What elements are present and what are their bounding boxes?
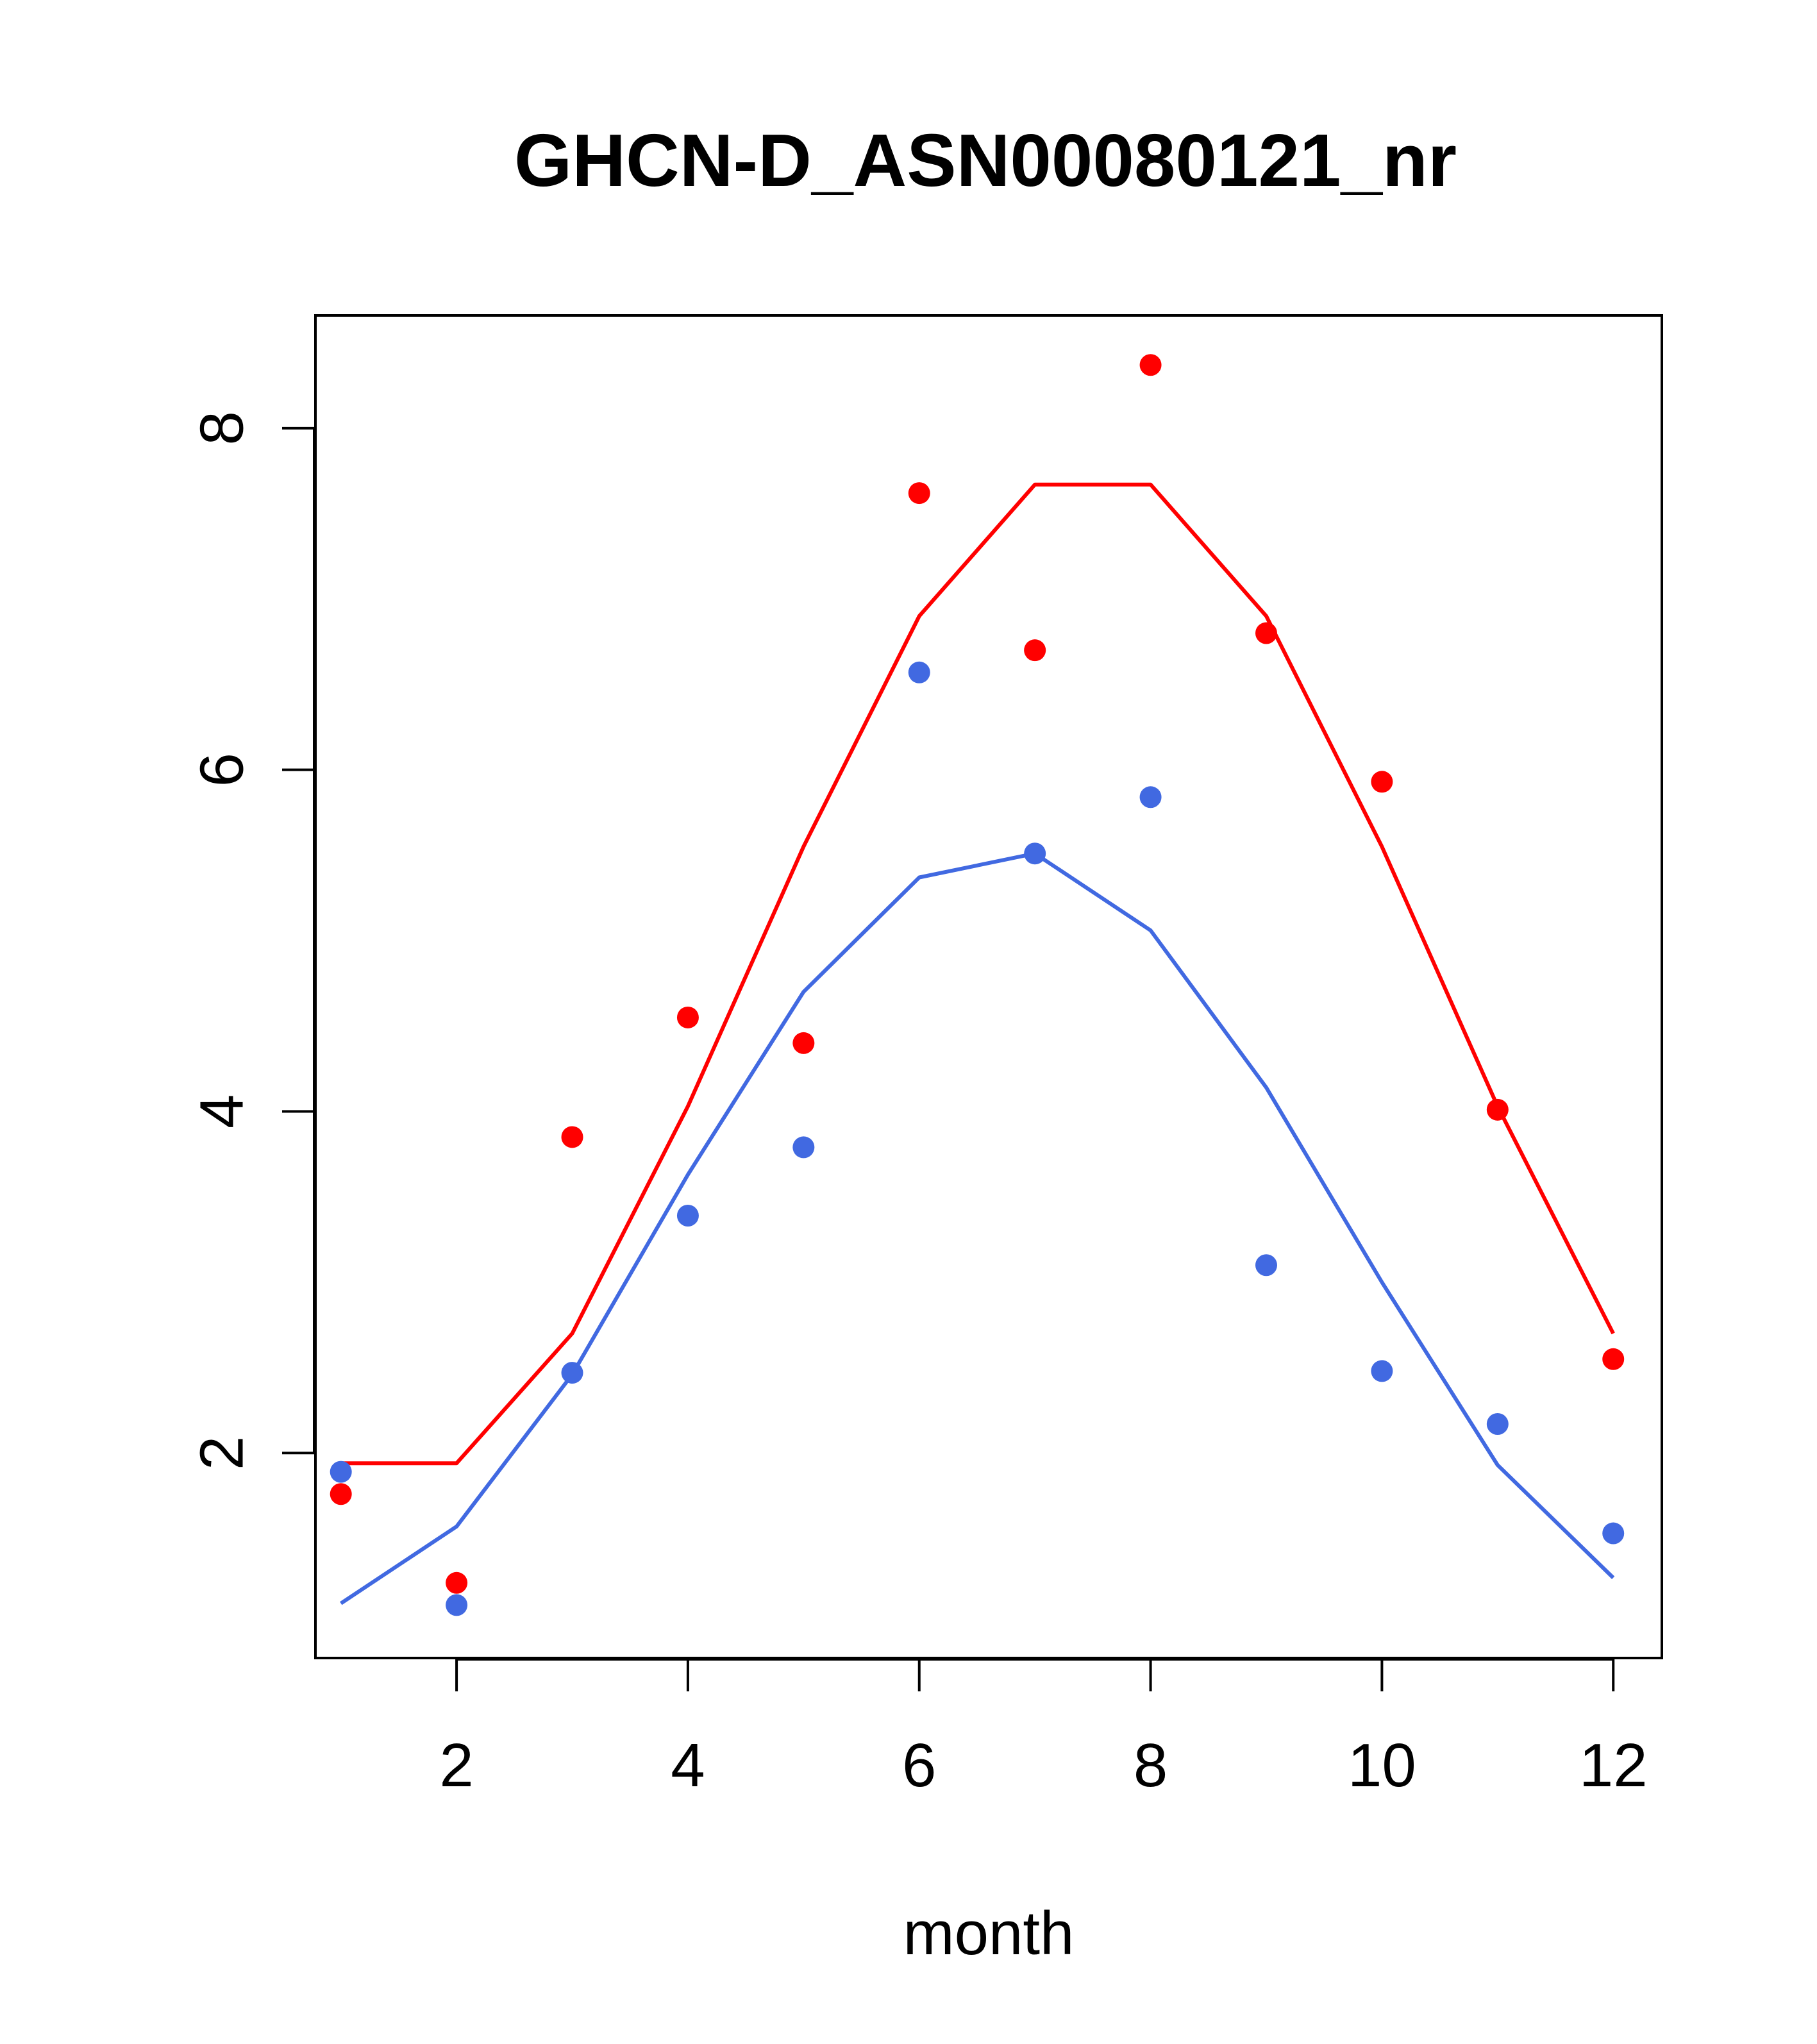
series-1-point (561, 1126, 583, 1148)
series-1-point (1024, 639, 1046, 662)
y-tick-label: 2 (188, 1436, 256, 1470)
series-2-point (1139, 786, 1162, 808)
x-tick-label: 6 (902, 1731, 936, 1800)
x-tick-label: 8 (1134, 1731, 1168, 1800)
series-2-point (1486, 1413, 1509, 1436)
x-tick-label: 4 (671, 1731, 705, 1800)
series-1-point (1486, 1098, 1509, 1121)
y-tick-label: 4 (188, 1094, 256, 1128)
x-axis: 2 4 6 8 10 12 (439, 1658, 1648, 1800)
series-1-point (792, 1032, 815, 1054)
series-2-point (1024, 842, 1046, 865)
x-axis-label: month (903, 1899, 1075, 1968)
series-2-point (1255, 1254, 1277, 1277)
series-1-point (908, 482, 930, 505)
series-2-line (340, 851, 1615, 1605)
x-tick-label: 2 (439, 1731, 473, 1800)
series-2-point (676, 1204, 699, 1227)
series-layer (330, 354, 1625, 1616)
x-tick-label: 12 (1579, 1731, 1648, 1800)
series-2-point (908, 661, 930, 683)
y-axis: 2 4 6 8 (188, 411, 315, 1470)
y-tick-label: 8 (188, 411, 256, 445)
x-tick-label: 10 (1348, 1731, 1416, 1800)
series-1-point (330, 1483, 352, 1505)
series-2-point (1371, 1360, 1393, 1382)
series-2-point (792, 1136, 815, 1159)
series-1-line (340, 482, 1615, 1466)
plot-area-frame (314, 314, 1663, 1659)
series-1-point (676, 1006, 699, 1028)
series-1-point (1139, 354, 1162, 376)
series-1-point (1255, 622, 1277, 644)
series-1-point (1602, 1348, 1625, 1370)
series-2-point (330, 1461, 352, 1483)
series-1-point (446, 1571, 468, 1594)
series-2-point (446, 1594, 468, 1616)
y-tick-label: 6 (188, 753, 256, 787)
series-2-point (561, 1362, 583, 1384)
series-1-point (1371, 771, 1393, 793)
series-2-point (1602, 1522, 1625, 1545)
chart-title: GHCN-D_ASN00080121_nr (514, 119, 1457, 202)
